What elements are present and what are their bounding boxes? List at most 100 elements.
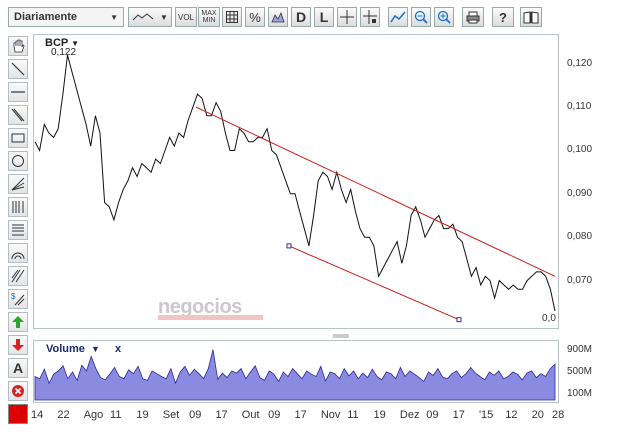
compare-chart-icon [271,11,285,23]
volume-title: Volume [46,343,85,355]
symbol-selector[interactable]: BCP ▼ [45,37,79,49]
crosshair-button[interactable] [337,7,357,27]
drawing-toolbar: $ A [6,34,30,434]
book-icon [523,10,539,23]
price-axis-tick: 0,120 [567,57,593,69]
toolbar: Diariamente ▼ ▼ VOL MAX MIN % D L [0,0,640,34]
horizontal-line-tool-button[interactable] [8,82,28,102]
date-axis-tick: Dez [399,409,420,421]
help-label: ? [499,9,507,25]
channel-tool-button[interactable] [8,105,28,125]
date-axis-tick: Out [241,409,260,421]
dollar-lines-icon: $ [11,292,25,306]
grid-button[interactable] [222,7,242,27]
hand-tool-button[interactable] [8,36,28,56]
percent-label: % [249,9,261,25]
price-axis-tick: 0,090 [567,187,593,199]
dollar-lines-tool-button[interactable]: $ [8,289,28,309]
green-up-arrow-icon [12,316,24,328]
rectangle-tool-button[interactable] [8,128,28,148]
price-chart-panel[interactable] [33,34,559,329]
volume-toggle-button[interactable]: VOL [175,7,197,27]
price-series-line [34,54,556,312]
chevron-down-icon: ▼ [71,39,80,48]
arc-tool-button[interactable] [8,243,28,263]
zoom-in-button[interactable] [434,7,454,27]
zoom-range-button[interactable] [388,7,408,27]
ellipse-icon [12,155,24,167]
maxmin-button[interactable]: MAX MIN [198,7,220,27]
print-button[interactable] [462,7,484,27]
volume-close-button[interactable]: x [114,343,122,355]
arc-icon [11,252,25,260]
date-axis-tick: 22 [57,409,70,421]
trendline-lower[interactable] [288,245,460,321]
gann-tool-button[interactable] [8,266,28,286]
print-icon [466,11,480,23]
price-chart[interactable] [33,34,559,329]
volume-axis-tick: 100M [567,388,593,400]
trendline-handle[interactable] [456,317,462,323]
trendline-tool-button[interactable] [8,59,28,79]
grid-icon [226,11,238,23]
peak-value-label: 0,122 [51,47,77,58]
maxmin-label: MAX MIN [201,10,217,24]
watermark: negocios [158,296,242,318]
trendline-handle[interactable] [286,243,292,249]
d-button[interactable]: D [291,7,311,27]
vertical-lines-icon [12,201,24,213]
symbol-label: BCP [45,37,69,49]
rectangle-icon [11,133,25,143]
date-axis-tick: 14 [31,409,44,421]
crosshair-icon [340,10,354,24]
red-down-arrow-icon [12,339,24,351]
l-label: L [319,9,329,25]
date-axis-tick: 11 [110,409,122,421]
chevron-down-icon: ▼ [160,12,168,22]
diagonal-line-icon [11,62,25,76]
date-axis-tick: 09 [268,409,281,421]
zoom-in-icon [437,10,451,24]
volume-chart[interactable] [33,340,559,403]
buy-signal-button[interactable] [8,312,28,332]
percent-button[interactable]: % [245,7,265,27]
text-tool-button[interactable]: A [8,358,28,378]
ellipse-tool-button[interactable] [8,151,28,171]
crosshair-value-button[interactable] [360,7,380,27]
chevron-down-icon: ▼ [110,13,118,22]
last-value-label: 0,0 [542,313,556,324]
parallel-lines-icon [11,108,25,122]
compare-button[interactable] [268,7,288,27]
sell-signal-button[interactable] [8,335,28,355]
trendline-upper[interactable] [195,106,556,277]
date-axis-tick: 17 [215,409,228,421]
zoom-out-button[interactable] [411,7,431,27]
grip-icon [333,334,349,338]
fan-tool-button[interactable] [8,174,28,194]
crosshair-value-icon [363,10,377,24]
fibonacci-tool-button[interactable] [8,197,28,217]
volume-axis-tick: 500M [567,366,593,377]
chart-type-select[interactable]: ▼ [128,7,172,27]
delete-drawings-button[interactable] [8,381,28,401]
date-axis-tick: 11 [347,409,359,421]
slanted-lines-icon [11,269,25,283]
date-axis-tick: 28 [552,409,565,421]
period-label: Diariamente [14,11,77,23]
retracement-tool-button[interactable] [8,220,28,240]
help-button[interactable]: ? [492,7,514,27]
book-button[interactable] [520,7,542,27]
line-chart-icon [132,13,154,21]
l-button[interactable]: L [314,7,334,27]
fan-lines-icon [11,177,25,191]
chevron-down-icon[interactable]: ▼ [90,344,100,354]
period-select[interactable]: Diariamente ▼ [8,7,124,27]
date-axis-tick: '15 [478,409,494,421]
date-axis-tick: 19 [373,409,386,421]
zoom-out-icon [414,10,428,24]
volume-area [34,349,556,401]
panel-splitter[interactable] [33,331,559,338]
color-picker-button[interactable] [8,404,28,424]
text-tool-icon: A [12,360,24,376]
price-axis-tick: 0,080 [567,231,593,243]
